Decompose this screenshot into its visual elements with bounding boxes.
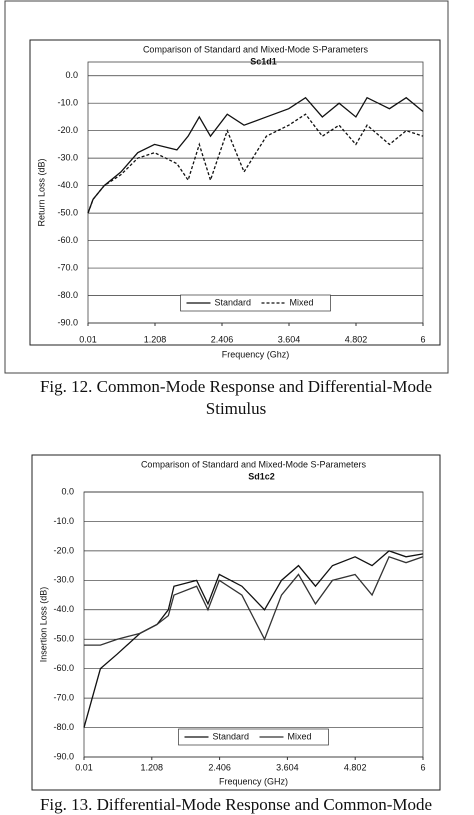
legend-label: Standard bbox=[213, 731, 250, 741]
x-tick-label: 3.604 bbox=[276, 762, 299, 772]
legend-box bbox=[180, 294, 331, 312]
chart-subtitle: Sd1c2 bbox=[248, 471, 275, 481]
plot-area bbox=[83, 491, 424, 758]
y-tick-label: -80.0 bbox=[57, 290, 78, 300]
data-line bbox=[87, 96, 424, 214]
x-axis-label: Frequency (Ghz) bbox=[222, 349, 290, 359]
y-axis-label: Insertion Loss (dB) bbox=[38, 587, 48, 663]
y-tick-label: -10.0 bbox=[57, 98, 78, 108]
x-tick-label: 3.604 bbox=[278, 334, 301, 344]
y-tick-label: -20.0 bbox=[57, 125, 78, 135]
x-tick-label: 6 bbox=[420, 762, 425, 772]
x-tick-label: 4.802 bbox=[345, 334, 368, 344]
scan-frame bbox=[4, 0, 449, 374]
y-axis-label: Return Loss (dB) bbox=[36, 158, 46, 226]
x-tick-label: 4.802 bbox=[344, 762, 367, 772]
caption: Fig. 13. Differential-Mode Response and … bbox=[40, 795, 432, 814]
data-line bbox=[84, 555, 424, 646]
y-tick-label: -30.0 bbox=[57, 153, 78, 163]
y-tick-label: -40.0 bbox=[57, 180, 78, 190]
y-tick-label: 0.0 bbox=[61, 486, 74, 496]
data-line bbox=[87, 113, 424, 214]
y-tick-label: 0.0 bbox=[65, 70, 78, 80]
y-tick-label: -80.0 bbox=[53, 722, 74, 732]
y-tick-label: -90.0 bbox=[53, 751, 74, 761]
y-tick-label: -70.0 bbox=[57, 262, 78, 272]
chart-frame bbox=[31, 454, 441, 791]
legend-label: Mixed bbox=[290, 297, 314, 307]
x-tick-label: 2.406 bbox=[208, 762, 231, 772]
chart-title: Comparison of Standard and Mixed-Mode S-… bbox=[143, 44, 369, 54]
x-tick-label: 0.01 bbox=[75, 762, 93, 772]
legend-label: Standard bbox=[215, 297, 252, 307]
y-tick-label: -50.0 bbox=[53, 634, 74, 644]
caption: Stimulus bbox=[206, 399, 266, 418]
y-tick-label: -50.0 bbox=[57, 207, 78, 217]
x-axis-label: Frequency (GHz) bbox=[219, 776, 288, 786]
x-tick-label: 1.208 bbox=[144, 334, 167, 344]
caption: Fig. 12. Common-Mode Response and Differ… bbox=[40, 377, 432, 396]
legend-label: Mixed bbox=[288, 731, 312, 741]
y-tick-label: -90.0 bbox=[57, 317, 78, 327]
y-tick-label: -10.0 bbox=[53, 516, 74, 526]
y-tick-label: -60.0 bbox=[53, 663, 74, 673]
y-tick-label: -60.0 bbox=[57, 235, 78, 245]
y-tick-label: -30.0 bbox=[53, 575, 74, 585]
x-tick-label: 1.208 bbox=[141, 762, 164, 772]
y-tick-label: -40.0 bbox=[53, 604, 74, 614]
chart-title: Comparison of Standard and Mixed-Mode S-… bbox=[141, 459, 367, 469]
chart-frame bbox=[29, 39, 441, 346]
y-tick-label: -70.0 bbox=[53, 692, 74, 702]
x-tick-label: 6 bbox=[420, 334, 425, 344]
y-tick-label: -20.0 bbox=[53, 545, 74, 555]
x-tick-label: 0.01 bbox=[79, 334, 97, 344]
legend-box bbox=[178, 728, 329, 746]
x-tick-label: 2.406 bbox=[211, 334, 234, 344]
chart-subtitle: Sc1d1 bbox=[250, 56, 277, 66]
